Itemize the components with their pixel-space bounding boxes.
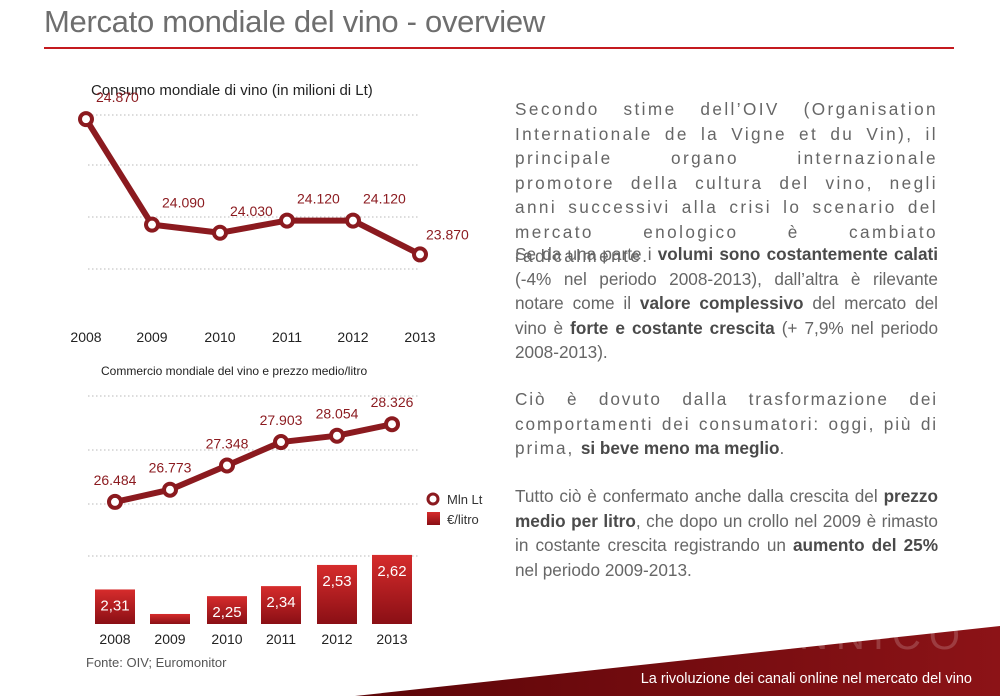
chart2-bar-2013 [372,554,412,624]
chart2-x-tick-2013: 2013 [376,631,407,647]
chart2-point-2008 [107,493,123,510]
chart1-data-label-2008: 24.870 [96,89,139,105]
chart2-point-2012 [329,427,345,444]
chart2-bar-2010 [207,596,247,624]
source-note: Fonte: OIV; Euromonitor [86,655,227,670]
chart2-bar-label-2008: 2,31 [100,597,129,614]
chart1-x-tick-2008: 2008 [70,329,101,345]
chart2-x-tick-2009: 2009 [154,631,185,647]
chart1-point-2009 [144,216,160,233]
p2-bold-volumi: volumi sono costantemente calati [657,244,939,264]
chart1-data-label-2011: 24.120 [297,191,340,207]
chart2-data-label-2010: 27.348 [206,435,249,451]
chart2-point-2013 [384,416,400,433]
p4-text-a: Tutto ciò è confermato anche dalla cresc… [515,486,884,506]
chart2-x-tick-2010: 2010 [211,631,242,647]
page-title: Mercato mondiale del vino - overview [44,4,545,39]
chart2-point-2009 [162,481,178,498]
paragraph-1: Secondo stime dell’OIV (Organisation Int… [515,97,938,269]
p2-bold-valore: valore complessivo [639,293,804,313]
chart2-x-tick-2012: 2012 [321,631,352,647]
chart2-point-2011 [273,434,289,451]
chart1-point-2013 [412,246,428,263]
chart1-title: Consumo mondiale di vino (in milioni di … [91,82,373,99]
footer-band [355,626,1000,696]
chart1-x-tick-2011: 2011 [272,329,302,345]
paragraph-3: Ciò è dovuto dalla trasformazione dei co… [515,387,938,461]
chart1-point-2008 [78,111,94,128]
chart2-bar-label-2011: 2,34 [266,594,295,611]
p3-bold-meglio: si beve meno ma meglio [580,438,780,458]
paragraph-1-text: Secondo stime dell’OIV (Organisation Int… [515,99,938,266]
p2-text-g: (+ 7,9% nel periodo 2008-2013). [515,317,939,363]
chart1-data-label-2013: 23.870 [426,226,469,242]
chart1-x-tick-2009: 2009 [136,329,167,345]
footer-caption: La rivoluzione dei canali online nel mer… [640,671,972,687]
tannico-logo: TANNICO [735,614,969,658]
p4-bold-aumento: aumento del 25% [793,535,938,555]
legend-marker-eur-litro [427,512,440,525]
chart2-title: Commercio mondiale del vino e prezzo med… [101,364,368,378]
chart2-x-tick-2011: 2011 [266,631,296,647]
chart2-bar-2011 [261,586,301,624]
chart2-point-2010 [219,457,235,474]
chart2-x-tick-2008: 2008 [99,631,130,647]
chart2-series-line [114,421,393,505]
chart1-point-2011 [279,212,295,229]
p3-text-a: Ciò è dovuto dalla trasformazione dei co… [515,389,938,458]
chart2-data-label-2009: 26.773 [149,460,192,476]
chart2-bar-2008 [95,589,135,624]
chart1-data-label-2010: 24.030 [230,203,273,219]
chart2-data-label-2012: 28.054 [316,406,359,422]
paragraph-2: Se da una parte i volumi sono costanteme… [515,242,938,365]
chart1-x-tick-2012: 2012 [337,329,368,345]
chart2-bar-label-2010: 2,25 [212,604,241,621]
p4-bold-prezzo: prezzo medio per litro [515,486,938,531]
chart1-series-line [83,117,422,258]
legend-label-mln-lt: Mln Lt [447,492,483,507]
p4-text-e: nel periodo 2009-2013. [515,559,692,580]
chart2-data-label-2013: 28.326 [371,394,414,410]
chart2-data-label-2011: 27.903 [260,412,303,428]
chart1-data-label-2012: 24.120 [363,191,406,207]
chart1-x-tick-2013: 2013 [404,329,435,345]
chart2-bar-label-2013: 2,62 [377,563,406,580]
chart2-bar-2009 [150,613,190,624]
paragraph-4: Tutto ciò è confermato anche dalla cresc… [515,484,938,582]
p2-text-c: (-4% nel periodo 2008-2013), dall’altra … [515,268,938,314]
chart1-x-tick-2010: 2010 [204,329,235,345]
p2-bold-crescita: forte e costante crescita [570,317,775,338]
p2-text-e: del mercato del vino è [515,293,938,338]
legend-marker-mln-lt [426,492,440,506]
chart1-point-2010 [212,224,228,241]
chart1-point-2012 [345,212,361,229]
legend-label-eur-litro: €/litro [447,512,479,527]
chart2-bar-label-2012: 2,53 [322,573,351,590]
p4-text-c: , che dopo un crollo nel 2009 è rimasto … [515,510,938,556]
title-divider [44,47,954,49]
chart2-bar-2012 [317,564,357,624]
p2-text-a: Se da una parte i [515,244,658,264]
p3-text-c: . [779,438,785,458]
chart2-data-label-2008: 26.484 [94,472,137,488]
chart2-bar-label-2009: 2,09 [155,622,184,639]
chart1-data-label-2009: 24.090 [162,195,205,211]
